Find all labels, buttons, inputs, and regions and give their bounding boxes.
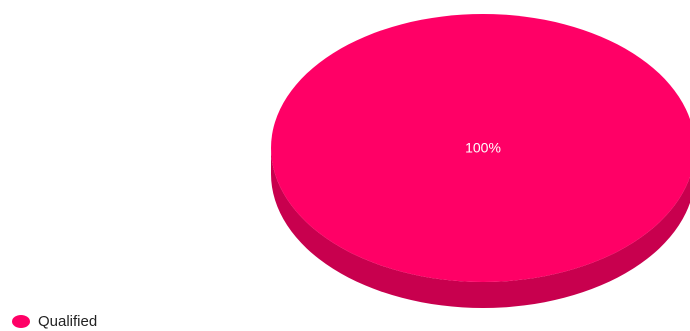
pie-slice-qualified[interactable] bbox=[271, 14, 690, 282]
legend-label-qualified: Qualified bbox=[38, 313, 98, 330]
legend-swatch-qualified bbox=[12, 315, 30, 328]
legend: Qualified bbox=[12, 313, 97, 330]
pie-slice-side-qualified bbox=[271, 148, 690, 308]
pie-slice-label-qualified: 100% bbox=[465, 140, 501, 156]
